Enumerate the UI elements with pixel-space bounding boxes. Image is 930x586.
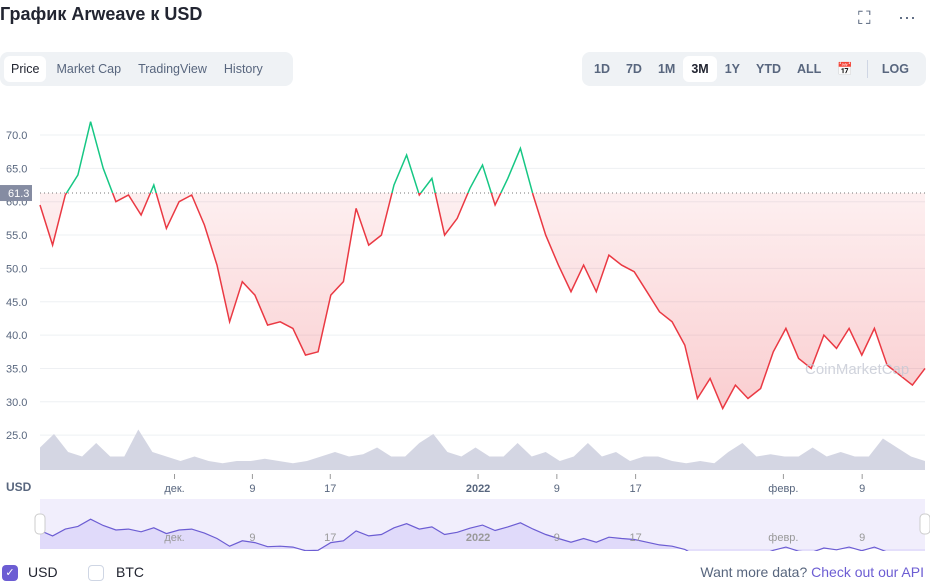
y-tick-label: 50.0 [6, 263, 27, 275]
navigator-x-label: 2022 [466, 532, 490, 544]
usd-checkbox[interactable]: ✓ [2, 565, 18, 581]
range-1m[interactable]: 1M [657, 62, 676, 76]
usd-label: USD [28, 564, 58, 580]
y-tick-label: 30.0 [6, 397, 27, 409]
y-tick-label: 35.0 [6, 363, 27, 375]
x-tick-label: дек. [164, 483, 184, 495]
x-tick-label: 17 [324, 483, 336, 495]
navigator-right-handle[interactable] [919, 513, 930, 535]
range-1y[interactable]: 1Y [724, 62, 741, 76]
volume-area [40, 429, 925, 470]
tab-history[interactable]: History [223, 62, 263, 76]
navigator-x-label: февр. [768, 532, 798, 544]
x-tick-label: 9 [554, 483, 560, 495]
navigator-x-label: 9 [554, 532, 560, 544]
navigator-x-label: дек. [164, 532, 184, 544]
x-tick-label: 2022 [466, 483, 490, 495]
navigator-x-label: 9 [249, 532, 255, 544]
y-tick-label: 70.0 [6, 130, 27, 142]
navigator-x-label: 9 [859, 532, 865, 544]
log-toggle[interactable]: LOG [881, 62, 909, 76]
divider [866, 60, 868, 78]
api-prompt: Want more data? [700, 564, 808, 580]
current-price-badge [0, 185, 32, 202]
currency-label: USD [6, 480, 32, 494]
btc-label: BTC [116, 564, 144, 580]
expand-icon[interactable]: ⛶ [858, 8, 871, 28]
tab-price[interactable]: Price [4, 56, 47, 82]
current-price-label: 61.3 [8, 188, 29, 200]
navigator-x-label: 17 [629, 532, 641, 544]
navigator[interactable]: дек. 9 17 2022 9 17 февр. 9 [0, 499, 930, 551]
api-link[interactable]: Check out our API [811, 564, 924, 580]
range-1d[interactable]: 1D [594, 62, 610, 76]
x-tick-label: 9 [249, 483, 255, 495]
calendar-icon[interactable]: 📅 [837, 61, 853, 76]
x-tick-label: февр. [768, 483, 798, 495]
range-7d[interactable]: 7D [625, 62, 642, 76]
watermark: CoinMarketCap [805, 361, 909, 378]
range-selector: 1D 7D 1M 3M 1Y YTD ALL 📅 LOG [582, 52, 926, 86]
range-3m[interactable]: 3M [683, 56, 717, 82]
price-line-up [65, 121, 534, 193]
tab-tradingview[interactable]: TradingView [138, 62, 207, 76]
btc-checkbox[interactable] [88, 565, 104, 581]
tab-market-cap[interactable]: Market Cap [56, 62, 122, 76]
price-fill [40, 193, 925, 409]
range-ytd[interactable]: YTD [756, 62, 782, 76]
range-all[interactable]: ALL [797, 62, 822, 76]
ellipsis-icon[interactable]: ⋯ [898, 8, 916, 28]
price-line-down [39, 193, 926, 411]
price-chart[interactable]: CoinMarketCap 70.065.060.055.050.045.040… [0, 0, 930, 500]
navigator-fill [40, 519, 925, 551]
y-tick-label: 45.0 [6, 297, 27, 309]
y-tick-label: 25.0 [6, 430, 27, 442]
y-tick-label: 40.0 [6, 330, 27, 342]
navigator-line [39, 518, 887, 551]
page-title: График Arweave к USD [0, 4, 203, 24]
x-tick-label: 17 [629, 483, 641, 495]
y-tick-label: 65.0 [6, 163, 27, 175]
chart-tabs: Price Market Cap TradingView History [0, 52, 293, 86]
navigator-left-handle[interactable] [34, 513, 46, 535]
y-tick-label: 55.0 [6, 230, 27, 242]
navigator-x-label: 17 [324, 532, 336, 544]
x-tick-label: 9 [859, 483, 865, 495]
